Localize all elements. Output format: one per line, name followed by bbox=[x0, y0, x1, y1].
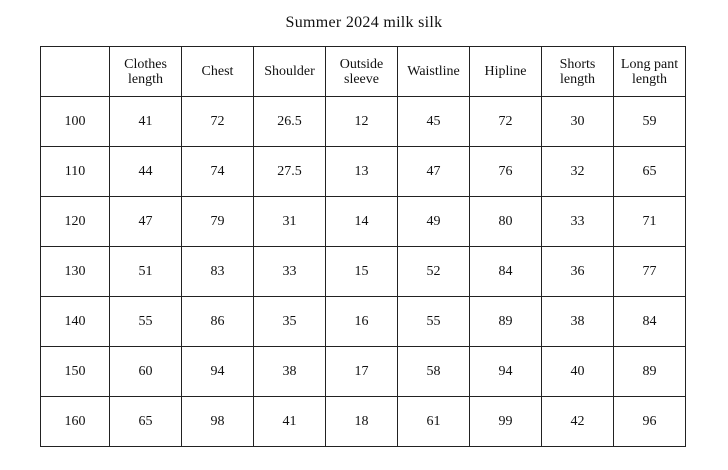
measure-cell: 98 bbox=[181, 396, 254, 447]
measure-cell: 13 bbox=[325, 146, 398, 197]
measure-cell: 38 bbox=[253, 346, 326, 397]
measure-cell: 47 bbox=[109, 196, 182, 247]
measure-cell: 55 bbox=[397, 296, 470, 347]
measure-cell: 61 bbox=[397, 396, 470, 447]
size-cell: 140 bbox=[40, 296, 110, 347]
table-row: 120 47 79 31 14 49 80 33 71 bbox=[40, 196, 686, 247]
size-cell: 130 bbox=[40, 246, 110, 297]
measure-cell: 89 bbox=[613, 346, 686, 397]
measure-cell: 12 bbox=[325, 96, 398, 147]
measure-cell: 83 bbox=[181, 246, 254, 297]
measure-cell: 71 bbox=[613, 196, 686, 247]
measure-cell: 16 bbox=[325, 296, 398, 347]
measure-cell: 79 bbox=[181, 196, 254, 247]
measure-cell: 59 bbox=[613, 96, 686, 147]
header-cell: Clothes length bbox=[109, 46, 182, 97]
measure-cell: 99 bbox=[469, 396, 542, 447]
measure-cell: 40 bbox=[541, 346, 614, 397]
measure-cell: 94 bbox=[181, 346, 254, 397]
measure-cell: 60 bbox=[109, 346, 182, 397]
measure-cell: 94 bbox=[469, 346, 542, 397]
measure-cell: 72 bbox=[181, 96, 254, 147]
table-row: 150 60 94 38 17 58 94 40 89 bbox=[40, 346, 686, 397]
measure-cell: 84 bbox=[469, 246, 542, 297]
table-row: 110 44 74 27.5 13 47 76 32 65 bbox=[40, 146, 686, 197]
measure-cell: 31 bbox=[253, 196, 326, 247]
size-cell: 150 bbox=[40, 346, 110, 397]
measure-cell: 65 bbox=[109, 396, 182, 447]
size-cell: 100 bbox=[40, 96, 110, 147]
size-cell: 120 bbox=[40, 196, 110, 247]
measure-cell: 30 bbox=[541, 96, 614, 147]
measure-cell: 47 bbox=[397, 146, 470, 197]
measure-cell: 76 bbox=[469, 146, 542, 197]
header-cell: Shorts length bbox=[541, 46, 614, 97]
title: Summer 2024 milk silk bbox=[285, 14, 443, 31]
header-cell: Outside sleeve bbox=[325, 46, 398, 97]
measure-cell: 41 bbox=[109, 96, 182, 147]
header-cell: Waistline bbox=[397, 46, 470, 97]
header-cell: Long pant length bbox=[613, 46, 686, 97]
measure-cell: 65 bbox=[613, 146, 686, 197]
table-row: 100 41 72 26.5 12 45 72 30 59 bbox=[40, 96, 686, 147]
table-row: 160 65 98 41 18 61 99 42 96 bbox=[40, 396, 686, 447]
size-table: Clothes length Chest Shoulder Outside sleev… bbox=[40, 46, 686, 447]
measure-cell: 96 bbox=[613, 396, 686, 447]
measure-cell: 35 bbox=[253, 296, 326, 347]
size-cell: 110 bbox=[40, 146, 110, 197]
measure-cell: 38 bbox=[541, 296, 614, 347]
measure-cell: 89 bbox=[469, 296, 542, 347]
measure-cell: 72 bbox=[469, 96, 542, 147]
measure-cell: 52 bbox=[397, 246, 470, 297]
measure-cell: 44 bbox=[109, 146, 182, 197]
measure-cell: 33 bbox=[253, 246, 326, 297]
measure-cell: 27.5 bbox=[253, 146, 326, 197]
measure-cell: 17 bbox=[325, 346, 398, 397]
corner-cell bbox=[40, 46, 110, 97]
header-cell: Shoulder bbox=[253, 46, 326, 97]
table-row: 140 55 86 35 16 55 89 38 84 bbox=[40, 296, 686, 347]
size-cell: 160 bbox=[40, 396, 110, 447]
measure-cell: 86 bbox=[181, 296, 254, 347]
measure-cell: 18 bbox=[325, 396, 398, 447]
header-row: Clothes length Chest Shoulder Outside sleev… bbox=[40, 46, 686, 97]
header-cell: Hipline bbox=[469, 46, 542, 97]
measure-cell: 51 bbox=[109, 246, 182, 297]
header-cell: Chest bbox=[181, 46, 254, 97]
measure-cell: 77 bbox=[613, 246, 686, 297]
measure-cell: 14 bbox=[325, 196, 398, 247]
measure-cell: 33 bbox=[541, 196, 614, 247]
measure-cell: 41 bbox=[253, 396, 326, 447]
measure-cell: 74 bbox=[181, 146, 254, 197]
measure-cell: 80 bbox=[469, 196, 542, 247]
measure-cell: 45 bbox=[397, 96, 470, 147]
measure-cell: 55 bbox=[109, 296, 182, 347]
measure-cell: 26.5 bbox=[253, 96, 326, 147]
measure-cell: 36 bbox=[541, 246, 614, 297]
measure-cell: 32 bbox=[541, 146, 614, 197]
measure-cell: 58 bbox=[397, 346, 470, 397]
table-row: 130 51 83 33 15 52 84 36 77 bbox=[40, 246, 686, 297]
measure-cell: 84 bbox=[613, 296, 686, 347]
measure-cell: 15 bbox=[325, 246, 398, 297]
measure-cell: 49 bbox=[397, 196, 470, 247]
table-body: 100 41 72 26.5 12 45 72 30 59 110 44 74 27.5 13 47 76 32… bbox=[40, 96, 686, 447]
measure-cell: 42 bbox=[541, 396, 614, 447]
